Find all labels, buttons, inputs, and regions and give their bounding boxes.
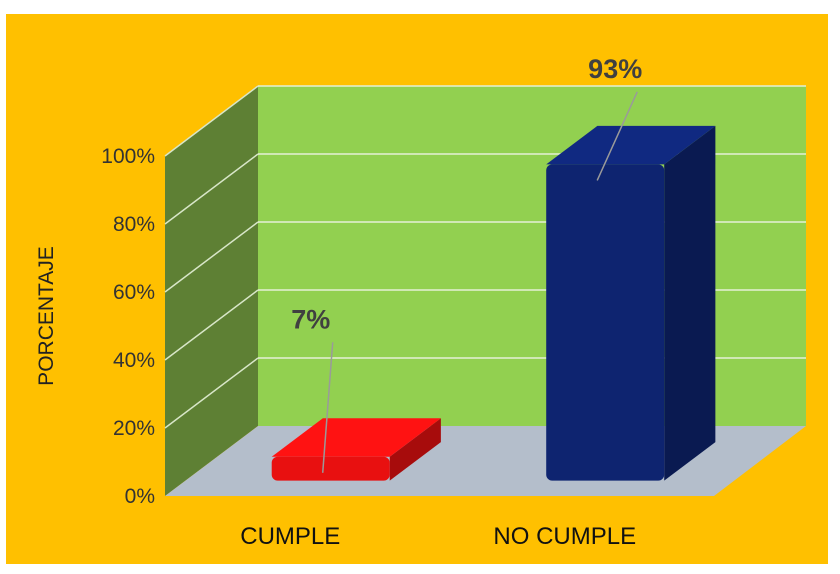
y-axis-title: PORCENTAJE bbox=[35, 246, 58, 386]
bar-front-face bbox=[546, 164, 665, 481]
y-tick-label: 40% bbox=[113, 349, 155, 372]
back-wall bbox=[258, 86, 806, 426]
y-tick-label: 0% bbox=[125, 485, 155, 508]
gridline-side bbox=[164, 357, 259, 429]
bar-no-cumple: 93% bbox=[546, 54, 716, 481]
y-axis-ticks: 0% 20% 40% 60% 80% 100% bbox=[101, 145, 155, 508]
gridline-side bbox=[164, 85, 259, 157]
bar-side-face bbox=[664, 125, 716, 481]
bar-top-face bbox=[546, 125, 716, 165]
bar-chart-3d: 0% 20% 40% 60% 80% 100% 7% 93% CUMPLE NO CUMPLE… bbox=[6, 14, 828, 564]
bars: 7% 93% bbox=[271, 54, 716, 481]
data-label: 93% bbox=[588, 54, 642, 84]
y-tick-label: 20% bbox=[113, 417, 155, 440]
data-label-leader bbox=[596, 91, 638, 181]
bar-cumple: 7% bbox=[271, 304, 441, 481]
y-tick-label: 100% bbox=[101, 145, 155, 168]
chart-frame: 0% 20% 40% 60% 80% 100% 7% 93% CUMPLE NO CUMPLE… bbox=[6, 14, 828, 564]
y-tick-label: 80% bbox=[113, 213, 155, 236]
side-wall bbox=[165, 86, 258, 496]
x-axis-categories: CUMPLE NO CUMPLE bbox=[240, 523, 636, 550]
x-category-label: NO CUMPLE bbox=[493, 523, 636, 550]
gridline-side bbox=[164, 289, 259, 361]
bar-side-face bbox=[389, 418, 441, 481]
y-tick-label: 60% bbox=[113, 281, 155, 304]
x-category-label: CUMPLE bbox=[240, 523, 340, 550]
bar-top-face bbox=[271, 418, 441, 457]
data-label-leader bbox=[321, 342, 334, 473]
gridline-side bbox=[164, 221, 259, 293]
data-label: 7% bbox=[291, 304, 330, 334]
gridline-side bbox=[164, 153, 259, 225]
bar-front-face bbox=[271, 456, 390, 481]
